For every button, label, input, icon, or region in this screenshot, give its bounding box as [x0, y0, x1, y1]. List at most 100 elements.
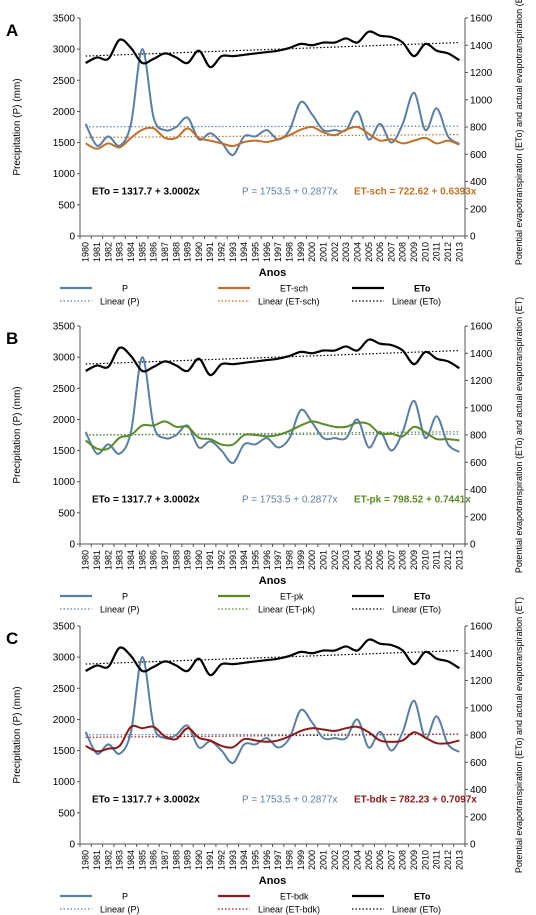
x-tick-label: 2003 — [341, 850, 351, 870]
series-line-eto — [85, 638, 460, 677]
x-tick-label: 1989 — [183, 850, 193, 870]
left-tick-label: 1000 — [53, 477, 76, 488]
panel-label: A — [6, 21, 18, 40]
x-tick-label: 1980 — [81, 242, 91, 262]
x-tick-label: 2011 — [432, 550, 442, 569]
x-tick-label: 1981 — [92, 550, 102, 570]
x-tick-label: 1985 — [137, 550, 147, 570]
legend-label-et: ET-bdk — [280, 892, 309, 902]
x-tick-label: 1988 — [171, 242, 181, 262]
legend-label-lin_et: Linear (ET-bdk) — [258, 905, 320, 915]
x-tick-label: 2005 — [364, 850, 374, 870]
x-tick-label: 1995 — [251, 242, 261, 262]
left-tick-label: 3000 — [53, 353, 76, 364]
x-tick-label: 2000 — [307, 242, 317, 262]
x-tick-label: 1995 — [251, 850, 261, 870]
x-tick-label: 1994 — [239, 550, 249, 570]
x-tick-label: 1986 — [149, 242, 159, 262]
legend: P ET-sch ETo Linear (P) Linear (ET-sch) Linea… — [60, 284, 441, 307]
x-tick-label: 2010 — [420, 850, 430, 870]
x-tick-label: 2001 — [318, 242, 328, 262]
left-tick-label: 0 — [69, 232, 75, 243]
series-line-p — [84, 48, 460, 157]
x-tick-label: 1992 — [217, 242, 227, 262]
x-tick-label: 1983 — [115, 550, 125, 570]
trend-line-eto — [85, 349, 460, 365]
x-tick-label: 2012 — [443, 550, 453, 570]
x-tick-label: 1981 — [92, 242, 102, 262]
left-tick-label: 1500 — [53, 746, 76, 757]
left-tick-label: 2500 — [53, 684, 76, 695]
left-axis-title: Precipitation (P) (mm) — [12, 386, 23, 483]
x-tick-label: 1985 — [137, 850, 147, 870]
legend: P ET-pk ETo Linear (P) Linear (ET-pk) Linear … — [60, 592, 441, 615]
trend-line-eto — [85, 41, 460, 57]
x-tick-label: 1999 — [296, 550, 306, 570]
right-tick-label: 600 — [470, 458, 487, 469]
x-tick-label: 2011 — [432, 850, 442, 869]
left-tick-label: 3500 — [53, 322, 76, 333]
equation-et: ET-sch = 722.62 + 0.6393x — [354, 186, 477, 197]
equation-p: P = 1753.5 + 0.2877x — [242, 794, 337, 805]
left-tick-label: 2500 — [53, 384, 76, 395]
x-tick-label: 2000 — [307, 550, 317, 570]
x-tick-label: 1987 — [160, 850, 170, 870]
right-tick-label: 800 — [470, 431, 487, 442]
x-tick-label: 1992 — [217, 850, 227, 870]
legend-label-et: ET-sch — [280, 284, 308, 294]
legend-label-p: P — [122, 592, 128, 602]
x-tick-label: 1982 — [103, 550, 113, 570]
x-tick-label: 1996 — [262, 550, 272, 570]
x-tick-label: 2002 — [330, 242, 340, 262]
trend-line-eto — [85, 649, 460, 665]
legend-label-lin_eto: Linear (ETo) — [392, 605, 441, 615]
x-tick-label: 2008 — [398, 850, 408, 870]
right-tick-label: 1600 — [470, 322, 493, 333]
x-tick-label: 1984 — [126, 242, 136, 262]
x-tick-label: 1980 — [81, 850, 91, 870]
x-tick-label: 1998 — [284, 850, 294, 870]
right-tick-label: 1600 — [470, 622, 493, 633]
left-tick-label: 3500 — [53, 14, 76, 25]
chart-panel-b: B 0 500 1000 1500 2000 2500 3000 3500 0 200 400 600 8… — [6, 297, 524, 615]
chart-panel-c: C 0 500 1000 1500 2000 2500 3000 3500 0 200 400 600 8… — [6, 597, 524, 915]
x-tick-label: 1994 — [239, 242, 249, 262]
x-tick-label: 1983 — [115, 242, 125, 262]
x-tick-label: 1997 — [273, 242, 283, 262]
x-tick-label: 2005 — [364, 242, 374, 262]
x-tick-label: 1991 — [205, 242, 215, 262]
x-tick-label: 2002 — [330, 550, 340, 570]
x-tick-label: 1993 — [228, 550, 238, 570]
legend-label-lin_eto: Linear (ETo) — [392, 905, 441, 915]
x-tick-label: 1998 — [284, 242, 294, 262]
series-line-p — [84, 356, 460, 465]
x-tick-label: 2009 — [409, 850, 419, 870]
x-tick-label: 1999 — [296, 850, 306, 870]
right-tick-label: 1000 — [470, 95, 493, 106]
x-tick-label: 1987 — [160, 550, 170, 570]
x-tick-label: 1993 — [228, 850, 238, 870]
x-tick-label: 2001 — [318, 550, 328, 570]
x-axis-title: Anos — [259, 875, 287, 887]
x-tick-label: 1997 — [273, 850, 283, 870]
x-tick-label: 1995 — [251, 550, 261, 570]
x-tick-label: 2001 — [318, 850, 328, 870]
left-tick-label: 1000 — [53, 777, 76, 788]
series-line-p — [84, 656, 460, 765]
x-tick-label: 1985 — [137, 242, 147, 262]
trend-line-p — [85, 733, 460, 736]
x-tick-label: 2009 — [409, 550, 419, 570]
legend-label-lin_eto: Linear (ETo) — [392, 297, 441, 307]
legend-label-eto: ETo — [414, 592, 431, 602]
right-tick-label: 0 — [470, 840, 476, 851]
x-tick-label: 1980 — [81, 550, 91, 570]
equation-eto: ETo = 1317.7 + 3.0002x — [92, 494, 200, 505]
left-tick-label: 1500 — [53, 138, 76, 149]
right-tick-label: 1200 — [470, 68, 493, 79]
x-tick-label: 1997 — [273, 550, 283, 570]
x-tick-label: 1990 — [194, 850, 204, 870]
x-tick-label: 1992 — [217, 550, 227, 570]
x-tick-label: 1987 — [160, 242, 170, 262]
legend-label-lin_et: Linear (ET-sch) — [258, 297, 320, 307]
x-tick-label: 2000 — [307, 850, 317, 870]
